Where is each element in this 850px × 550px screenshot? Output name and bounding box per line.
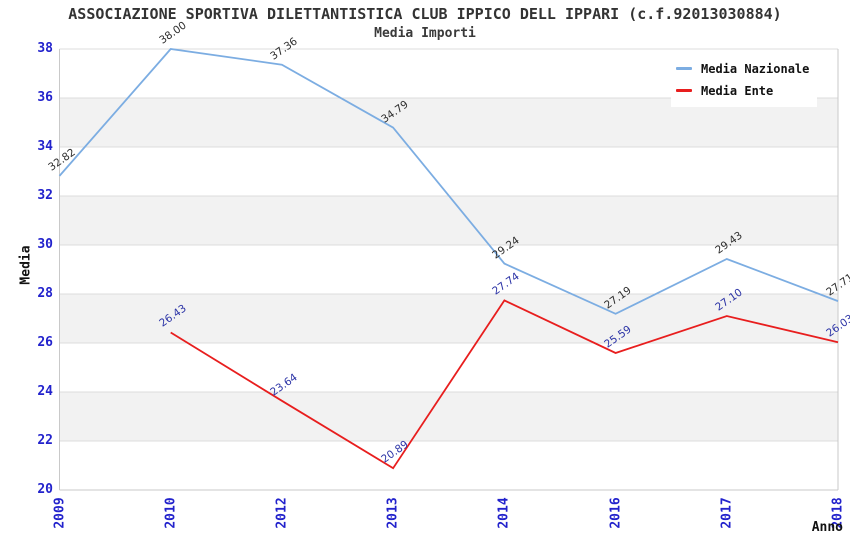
chart-subtitle: Media Importi <box>374 26 476 41</box>
x-tick-label: 2012 <box>274 497 290 529</box>
x-tick-label: 2010 <box>163 497 179 529</box>
y-tick-label: 34 <box>37 139 53 154</box>
x-tick-label: 2009 <box>52 497 67 529</box>
series-line-media-ente <box>170 299 839 470</box>
plot-band <box>59 294 838 343</box>
y-tick-label: 26 <box>37 335 53 350</box>
y-tick-label: 28 <box>37 286 53 301</box>
x-tick-label: 2013 <box>385 497 401 529</box>
y-tick-label: 24 <box>37 384 53 399</box>
plot-band <box>59 392 838 441</box>
legend: Media Nazionale Media Ente <box>671 53 817 107</box>
x-axis-title: Anno <box>811 520 843 535</box>
y-axis-title: Media <box>18 245 34 285</box>
x-tick-label: 2016 <box>608 497 624 529</box>
legend-item-label: Media Ente <box>701 83 774 98</box>
legend-line-swatch-icon <box>676 67 692 70</box>
legend-line-swatch-icon <box>676 89 692 92</box>
legend-item-label: Media Nazionale <box>701 61 810 76</box>
y-tick-label: 36 <box>37 90 53 105</box>
y-tick-label: 38 <box>37 41 53 56</box>
y-tick-label: 30 <box>37 237 53 252</box>
x-tick-label: 2014 <box>496 497 512 529</box>
series-line-media-nazionale <box>58 48 839 315</box>
legend-item-media-nazionale: Media Nazionale <box>676 61 817 76</box>
y-tick-label: 22 <box>37 433 53 448</box>
y-tick-label: 20 <box>37 482 53 497</box>
plot-band <box>59 196 838 245</box>
legend-item-media-ente: Media Ente <box>676 83 817 98</box>
chart-title: ASSOCIAZIONE SPORTIVA DILETTANTISTICA CL… <box>68 5 782 23</box>
y-tick-label: 32 <box>37 188 53 203</box>
x-tick-label: 2017 <box>719 497 735 529</box>
